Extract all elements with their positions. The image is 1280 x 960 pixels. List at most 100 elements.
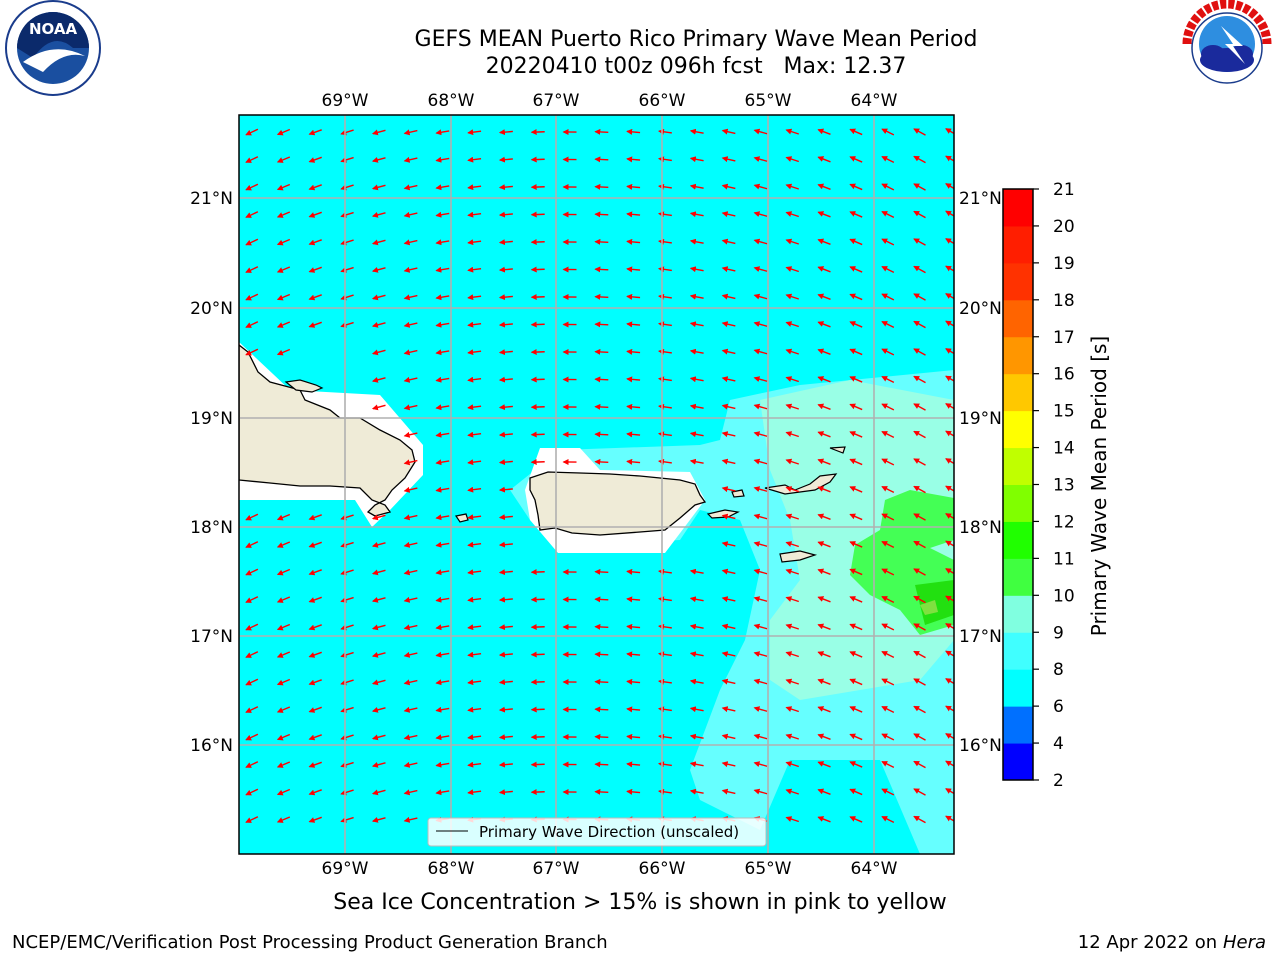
wave-direction-arrow — [371, 404, 386, 411]
wave-direction-arrow — [498, 376, 513, 383]
wave-direction-arrow — [881, 541, 895, 548]
wave-direction-arrow — [340, 569, 354, 576]
wave-direction-arrow — [467, 569, 482, 576]
wave-direction-arrow — [435, 431, 450, 438]
wave-direction-arrow — [403, 624, 418, 631]
wave-direction-arrow — [340, 651, 354, 658]
wave-direction-arrow — [403, 376, 418, 383]
wave-direction-arrow — [276, 128, 291, 136]
wave-direction-arrow — [435, 184, 450, 191]
wave-direction-arrow — [785, 403, 799, 410]
wave-direction-arrow — [626, 761, 641, 768]
wave-direction-arrow — [721, 486, 736, 493]
wave-direction-arrow — [913, 375, 926, 384]
wave-direction-arrow — [721, 458, 736, 465]
wave-direction-arrow — [245, 321, 259, 328]
wave-direction-arrow — [689, 211, 704, 218]
wave-direction-arrow — [721, 376, 736, 383]
wave-direction-arrow — [753, 376, 768, 382]
wave-direction-arrow — [689, 678, 704, 685]
lon-label-top: 65°W — [745, 91, 792, 111]
footer-date-text: 12 Apr 2022 on — [1077, 932, 1223, 953]
wave-direction-arrow — [753, 788, 768, 795]
wave-direction-arrow — [945, 183, 954, 190]
wave-direction-arrow — [435, 376, 450, 383]
wave-direction-arrow — [913, 568, 926, 576]
wave-direction-arrow — [594, 403, 609, 410]
wave-direction-arrow — [467, 459, 482, 466]
wave-direction-arrow — [817, 266, 831, 273]
wave-direction-arrow — [245, 211, 259, 218]
wave-direction-arrow — [849, 816, 863, 823]
wave-direction-arrow — [276, 348, 291, 356]
wave-direction-arrow — [340, 514, 354, 521]
colorbar-tick-label: 8 — [1053, 660, 1064, 680]
wave-direction-arrow — [276, 678, 291, 686]
wave-direction-arrow — [785, 568, 799, 575]
wave-direction-arrow — [785, 376, 799, 383]
wave-direction-arrow — [435, 486, 450, 493]
wave-direction-arrow — [626, 568, 641, 575]
wave-direction-arrow — [913, 210, 926, 219]
wave-direction-arrow — [435, 514, 450, 521]
wave-direction-arrow — [435, 596, 450, 603]
nws-logo — [1180, 0, 1274, 95]
wave-direction-arrow — [913, 403, 926, 411]
wave-direction-arrow — [594, 651, 609, 658]
wave-direction-arrow — [753, 156, 768, 162]
wave-direction-arrow — [467, 761, 482, 768]
lon-label-bottom: 68°W — [428, 859, 475, 879]
wave-direction-arrow — [881, 376, 895, 383]
wave-direction-arrow — [626, 183, 641, 190]
wave-direction-arrow — [371, 211, 386, 218]
wave-direction-arrow — [945, 485, 954, 492]
wave-direction-arrow — [849, 651, 863, 658]
wave-direction-arrow — [245, 761, 259, 768]
wave-direction-arrow — [945, 293, 954, 300]
wave-direction-arrow — [881, 596, 895, 603]
wave-direction-arrow — [881, 568, 895, 576]
wave-direction-arrow — [626, 156, 641, 163]
wave-direction-arrow — [721, 321, 736, 328]
wave-direction-arrow — [498, 404, 513, 411]
wave-direction-arrow — [817, 431, 831, 438]
wave-direction-arrow — [913, 430, 926, 439]
wave-direction-arrow — [435, 156, 450, 163]
lon-label-top: 67°W — [533, 91, 580, 111]
wave-direction-arrow — [945, 650, 954, 657]
wave-direction-arrow — [245, 678, 259, 686]
wave-direction-arrow — [849, 211, 863, 218]
wave-direction-arrow — [881, 706, 895, 713]
wave-direction-arrow — [881, 678, 895, 686]
wave-direction-arrow — [945, 568, 954, 575]
wave-direction-arrow — [498, 789, 513, 796]
wave-direction-arrow — [817, 568, 831, 575]
wave-direction-arrow — [276, 623, 291, 631]
wave-direction-arrow — [276, 733, 291, 741]
noaa-logo-text: NOAA — [29, 20, 78, 38]
wave-direction-arrow — [435, 569, 450, 576]
colorbar-band — [1003, 484, 1033, 522]
wave-direction-arrow — [721, 568, 736, 575]
wave-direction-arrow — [913, 623, 926, 631]
wave-direction-arrow — [498, 651, 513, 658]
wave-direction-arrow — [753, 678, 768, 685]
wave-direction-arrow — [817, 541, 831, 548]
wave-direction-arrow — [308, 624, 322, 631]
wave-direction-arrow — [689, 238, 704, 245]
wave-direction-arrow — [849, 568, 863, 576]
wave-direction-arrow — [340, 156, 354, 163]
wave-direction-arrow — [945, 705, 954, 712]
wave-direction-arrow — [498, 184, 513, 191]
wave-direction-arrow — [594, 761, 609, 768]
wave-direction-arrow — [467, 789, 482, 796]
wave-direction-arrow — [467, 184, 482, 191]
wave-direction-arrow — [594, 678, 609, 685]
chart-title: GEFS MEAN Puerto Rico Primary Wave Mean … — [414, 27, 978, 52]
wave-direction-arrow — [689, 156, 704, 163]
lat-label-right: 18°N — [959, 518, 1002, 538]
wave-direction-arrow — [403, 596, 418, 603]
wave-direction-arrow — [594, 156, 609, 163]
wave-direction-arrow — [308, 789, 322, 796]
